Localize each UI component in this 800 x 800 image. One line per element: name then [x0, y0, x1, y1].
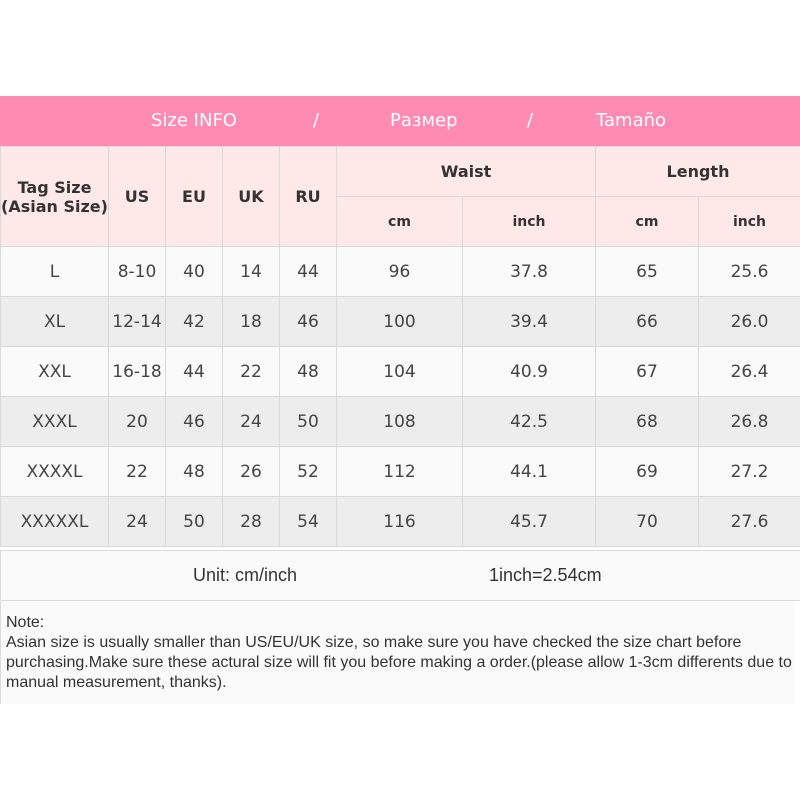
cell-length-inch: 27.6	[698, 496, 800, 547]
title-banner: Size INFO / Размер / Tamaño	[0, 96, 800, 146]
cell-waist-cm: 96	[336, 246, 463, 297]
header-length: Length	[595, 146, 800, 197]
cell-uk: 22	[222, 346, 280, 397]
cell-eu: 46	[165, 396, 223, 447]
cell-uk: 24	[222, 396, 280, 447]
header-eu: EU	[165, 146, 223, 247]
cell-ru: 46	[279, 296, 337, 347]
cell-waist-cm: 112	[336, 446, 463, 497]
header-waist-inch: inch	[462, 196, 596, 247]
table-row: XXXXL 22 48 26 52 112 44.1 69 27.2	[0, 446, 800, 497]
cell-eu: 50	[165, 496, 223, 547]
title-ru: Размер	[390, 110, 458, 131]
cell-length-cm: 69	[595, 446, 699, 497]
header-uk: UK	[222, 146, 280, 247]
note: Note: Asian size is usually smaller than…	[0, 601, 795, 704]
cell-us: 16-18	[108, 346, 166, 397]
cell-length-cm: 67	[595, 346, 699, 397]
cell-eu: 48	[165, 446, 223, 497]
note-text: Asian size is usually smaller than US/EU…	[6, 634, 792, 691]
cell-length-inch: 26.4	[698, 346, 800, 397]
size-table: Tag Size (Asian Size) US EU UK RU Waist L…	[0, 146, 800, 547]
note-title: Note:	[6, 614, 45, 631]
cell-length-inch: 26.8	[698, 396, 800, 447]
title-separator: /	[313, 110, 320, 131]
cell-waist-cm: 100	[336, 296, 463, 347]
header-length-inch: inch	[698, 196, 800, 247]
cell-length-inch: 27.2	[698, 446, 800, 497]
cell-us: 12-14	[108, 296, 166, 347]
cell-length-cm: 65	[595, 246, 699, 297]
title-es: Tamaño	[596, 110, 667, 131]
cell-tag-size: XXXXXL	[0, 496, 109, 547]
cell-ru: 54	[279, 496, 337, 547]
cell-tag-size: XL	[0, 296, 109, 347]
header-ru: RU	[279, 146, 337, 247]
header-tag-size: Tag Size (Asian Size)	[0, 146, 109, 247]
cell-waist-inch: 42.5	[462, 396, 596, 447]
cell-length-inch: 25.6	[698, 246, 800, 297]
cell-waist-cm: 108	[336, 396, 463, 447]
header-length-cm: cm	[595, 196, 699, 247]
cell-tag-size: L	[0, 246, 109, 297]
cell-tag-size: XXXXL	[0, 446, 109, 497]
cell-ru: 48	[279, 346, 337, 397]
table-row: XL 12-14 42 18 46 100 39.4 66 26.0	[0, 296, 800, 347]
cell-uk: 28	[222, 496, 280, 547]
cell-waist-inch: 45.7	[462, 496, 596, 547]
cell-ru: 44	[279, 246, 337, 297]
cell-waist-inch: 40.9	[462, 346, 596, 397]
cell-uk: 14	[222, 246, 280, 297]
cell-uk: 26	[222, 446, 280, 497]
cell-length-inch: 26.0	[698, 296, 800, 347]
cell-length-cm: 68	[595, 396, 699, 447]
cell-eu: 42	[165, 296, 223, 347]
cell-length-cm: 70	[595, 496, 699, 547]
title-separator: /	[527, 110, 534, 131]
unit-label: Unit: cm/inch	[193, 565, 298, 585]
header-waist-cm: cm	[336, 196, 463, 247]
cell-ru: 50	[279, 396, 337, 447]
header-waist: Waist	[336, 146, 596, 197]
cell-length-cm: 66	[595, 296, 699, 347]
cell-us: 22	[108, 446, 166, 497]
cell-us: 24	[108, 496, 166, 547]
cell-us: 20	[108, 396, 166, 447]
cell-waist-inch: 44.1	[462, 446, 596, 497]
title-en: Size INFO	[151, 110, 237, 131]
header-us: US	[108, 146, 166, 247]
cell-eu: 44	[165, 346, 223, 397]
cell-waist-cm: 116	[336, 496, 463, 547]
table-row: XXXXXL 24 50 28 54 116 45.7 70 27.6	[0, 496, 800, 547]
table-row: L 8-10 40 14 44 96 37.8 65 25.6	[0, 246, 800, 297]
table-row: XXL 16-18 44 22 48 104 40.9 67 26.4	[0, 346, 800, 397]
cell-ru: 52	[279, 446, 337, 497]
cell-tag-size: XXL	[0, 346, 109, 397]
cell-waist-cm: 104	[336, 346, 463, 397]
unit-conversion: 1inch=2.54cm	[489, 565, 602, 585]
cell-waist-inch: 39.4	[462, 296, 596, 347]
cell-uk: 18	[222, 296, 280, 347]
cell-eu: 40	[165, 246, 223, 297]
cell-tag-size: XXXL	[0, 396, 109, 447]
table-row: XXXL 20 46 24 50 108 42.5 68 26.8	[0, 396, 800, 447]
cell-waist-inch: 37.8	[462, 246, 596, 297]
unit-row: Unit: cm/inch 1inch=2.54cm	[0, 550, 800, 601]
cell-us: 8-10	[108, 246, 166, 297]
